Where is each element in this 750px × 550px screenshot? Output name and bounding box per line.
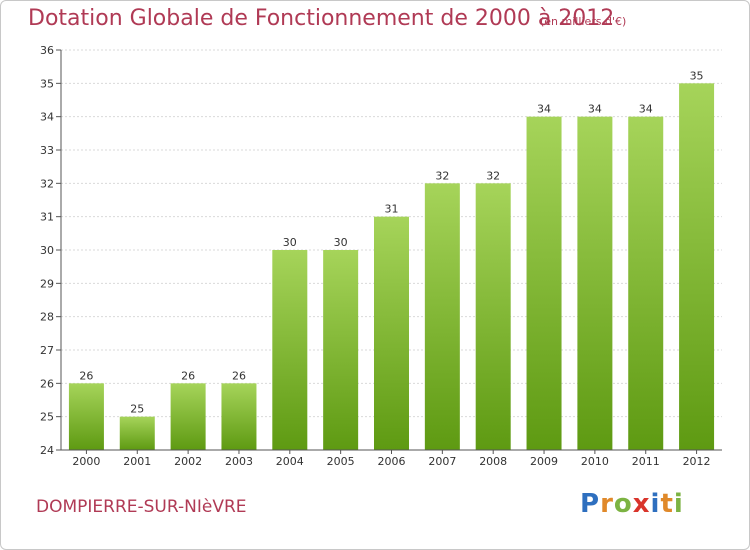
bar bbox=[170, 383, 206, 450]
x-tick-label: 2000 bbox=[72, 455, 100, 468]
data-label: 34 bbox=[537, 103, 551, 116]
commune-name: DOMPIERRE-SUR-NIèVRE bbox=[36, 497, 247, 517]
y-tick-label: 25 bbox=[40, 411, 54, 424]
data-label: 26 bbox=[79, 369, 93, 382]
data-label: 34 bbox=[588, 103, 602, 116]
chart-subtitle: (en milliers d'€) bbox=[540, 15, 627, 28]
logo-letter: x bbox=[632, 489, 651, 519]
proxiti-logo[interactable]: Proxiti bbox=[580, 489, 684, 519]
data-label: 30 bbox=[334, 236, 348, 249]
bar bbox=[374, 216, 409, 450]
data-label: 30 bbox=[283, 236, 297, 249]
bar bbox=[272, 250, 308, 450]
data-label: 25 bbox=[130, 403, 144, 416]
bar bbox=[475, 183, 511, 451]
logo-letter: i bbox=[673, 489, 684, 519]
chart-title: Dotation Globale de Fonctionnement de 20… bbox=[28, 6, 615, 31]
x-tick-label: 2003 bbox=[225, 455, 253, 468]
bar bbox=[628, 116, 664, 451]
x-tick-label: 2007 bbox=[428, 455, 456, 468]
logo-letter: t bbox=[660, 489, 674, 519]
x-tick-label: 2006 bbox=[378, 455, 406, 468]
bar bbox=[323, 250, 359, 450]
y-tick-label: 27 bbox=[40, 344, 54, 357]
y-tick-label: 35 bbox=[40, 77, 54, 90]
data-label: 31 bbox=[385, 203, 399, 216]
y-tick-label: 24 bbox=[40, 444, 54, 457]
logo-letter: P bbox=[580, 489, 601, 519]
data-label: 32 bbox=[486, 169, 500, 182]
bar bbox=[119, 416, 155, 450]
y-tick-label: 26 bbox=[40, 377, 54, 390]
bar bbox=[424, 183, 460, 451]
y-tick-label: 30 bbox=[40, 244, 54, 257]
bar bbox=[577, 116, 613, 451]
y-tick-label: 31 bbox=[40, 211, 54, 224]
x-tick-label: 2001 bbox=[123, 455, 151, 468]
x-tick-label: 2009 bbox=[530, 455, 558, 468]
y-tick-label: 29 bbox=[40, 277, 54, 290]
bar bbox=[221, 383, 257, 450]
y-tick-label: 34 bbox=[40, 111, 54, 124]
data-label: 35 bbox=[690, 69, 704, 82]
labels-layer: 24 25 26 27 28 29 30 31 32 33 34 35 36 26 2000 25 2001 26… bbox=[40, 44, 711, 468]
y-tick-label: 33 bbox=[40, 144, 54, 157]
logo-letter: r bbox=[600, 489, 614, 519]
data-label: 26 bbox=[181, 369, 195, 382]
y-tick-label: 36 bbox=[40, 44, 54, 57]
bar bbox=[679, 83, 715, 450]
logo-letter: o bbox=[613, 489, 633, 519]
x-tick-label: 2010 bbox=[581, 455, 609, 468]
data-label: 26 bbox=[232, 369, 246, 382]
x-tick-label: 2011 bbox=[632, 455, 660, 468]
x-tick-label: 2002 bbox=[174, 455, 202, 468]
logo-letter: i bbox=[650, 489, 661, 519]
axis-layer bbox=[56, 49, 722, 454]
y-tick-label: 28 bbox=[40, 311, 54, 324]
bars-layer bbox=[68, 83, 715, 451]
data-label: 34 bbox=[639, 103, 653, 116]
x-tick-label: 2008 bbox=[479, 455, 507, 468]
y-tick-label: 32 bbox=[40, 177, 54, 190]
data-label: 32 bbox=[435, 169, 449, 182]
bar bbox=[526, 116, 562, 451]
x-tick-label: 2005 bbox=[327, 455, 355, 468]
bar bbox=[68, 383, 104, 450]
x-tick-label: 2012 bbox=[683, 455, 711, 468]
x-tick-label: 2004 bbox=[276, 455, 304, 468]
